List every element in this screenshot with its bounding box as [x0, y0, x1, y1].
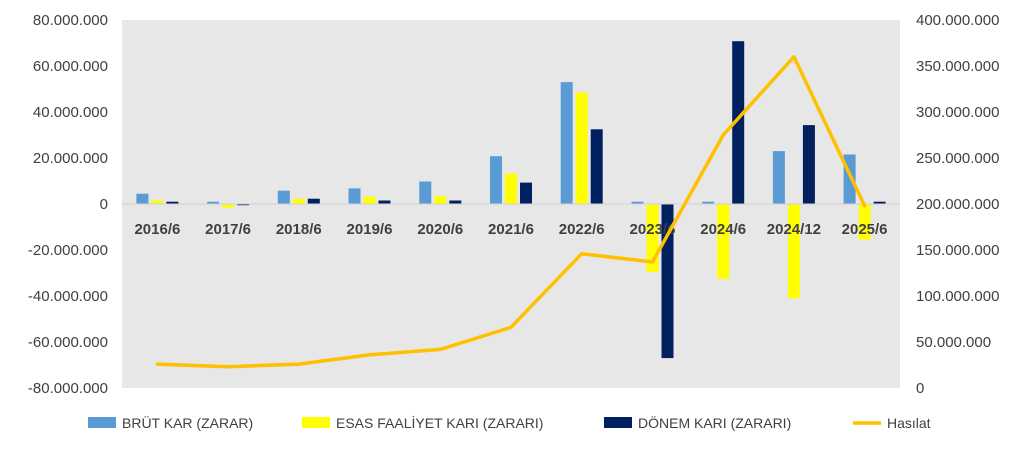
bar-3-2024-12: [802, 125, 815, 204]
legend-swatch: [604, 417, 632, 428]
bar-3-2021-6: [520, 182, 532, 204]
right-tick-label: 0: [916, 380, 924, 397]
right-tick-label: 350.000.000: [916, 58, 999, 75]
left-tick-label: -40.000.000: [28, 288, 108, 305]
bar-3-2024-6: [732, 41, 745, 205]
right-tick-label: 250.000.000: [916, 150, 999, 167]
bar-3-2018-6: [307, 198, 320, 204]
legend: BRÜT KAR (ZARAR) ESAS FAALİYET KARI (ZARA…: [88, 414, 931, 431]
bar-2-2025-6: [858, 204, 871, 240]
bar-3-2016-6: [166, 201, 179, 204]
bar-1-2017-6: [207, 201, 220, 204]
bar-3-2017-6: [237, 204, 250, 206]
legend-label: Hasılat: [887, 415, 931, 431]
category-label: 2018/6: [276, 221, 322, 238]
line-layer: [155, 55, 867, 369]
bar-1-2022-6: [560, 82, 573, 204]
bar-2-2017-6: [222, 204, 235, 208]
category-label: 2020/6: [417, 221, 463, 238]
bar-2-2016-6: [151, 200, 164, 204]
left-tick-label: 20.000.000: [33, 150, 108, 167]
bar-1-2024-6: [702, 201, 715, 204]
bar-3-2025-6: [873, 201, 886, 204]
bar-2-2018-6: [292, 198, 305, 204]
bar-1-2023-6: [631, 201, 644, 204]
bar-1-2021-6: [490, 156, 502, 204]
category-label: 2025/6: [842, 221, 888, 238]
category-label: 2016/6: [134, 221, 180, 238]
category-label: 2021/6: [488, 221, 534, 238]
left-tick-label: -20.000.000: [28, 242, 108, 259]
right-tick-label: 150.000.000: [916, 242, 999, 259]
legend-label: DÖNEM KARI (ZARARI): [638, 414, 791, 431]
right-tick-label: 200.000.000: [916, 196, 999, 213]
bar-2-2020-6: [434, 196, 447, 204]
right-tick-label: 100.000.000: [916, 288, 999, 305]
line-hasilat: [155, 55, 867, 369]
left-tick-label: 60.000.000: [33, 58, 108, 75]
right-tick-label: 300.000.000: [916, 104, 999, 121]
bar-3-2020-6: [449, 200, 462, 204]
category-label: 2019/6: [347, 221, 393, 238]
bar-2-2019-6: [363, 196, 376, 204]
bar-1-2019-6: [348, 188, 361, 204]
left-tick-label: -60.000.000: [28, 334, 108, 351]
legend-swatch: [88, 417, 116, 428]
bar-3-2019-6: [378, 200, 391, 204]
bar-3-2022-6: [590, 129, 603, 205]
bar-2-2024-6: [717, 204, 730, 279]
left-tick-label: 40.000.000: [33, 104, 108, 121]
category-label: 2017/6: [205, 221, 251, 238]
bar-2-2022-6: [575, 92, 588, 204]
category-label: 2024/12: [767, 221, 821, 238]
right-tick-label: 400.000.000: [916, 12, 999, 29]
left-tick-label: 80.000.000: [33, 12, 108, 29]
bar-1-2016-6: [136, 193, 149, 204]
legend-swatch: [302, 417, 330, 428]
right-axis-ticks: 0 50.000.000 100.000.000 150.000.000 200.000…: [916, 12, 999, 397]
legend-label: BRÜT KAR (ZARAR): [122, 414, 253, 431]
category-labels: 2016/6 2017/6 2018/6 2019/6 2020/6 2021/6 2022…: [134, 221, 887, 238]
left-tick-label: 0: [100, 196, 108, 213]
bar-1-2018-6: [277, 190, 290, 204]
bar-2-2024-12: [787, 204, 800, 299]
category-label: 2022/6: [559, 221, 605, 238]
category-label: 2023/6: [630, 221, 676, 238]
bar-2-2021-6: [505, 173, 517, 204]
left-axis-ticks: -80.000.000 -60.000.000 -40.000.000 -20.000…: [28, 12, 108, 397]
legend-label: ESAS FAALİYET KARI (ZARARI): [336, 414, 543, 431]
left-tick-label: -80.000.000: [28, 380, 108, 397]
right-tick-label: 50.000.000: [916, 334, 991, 351]
category-label: 2024/6: [700, 221, 746, 238]
bar-1-2020-6: [419, 181, 432, 204]
bar-1-2024-12: [772, 151, 785, 204]
